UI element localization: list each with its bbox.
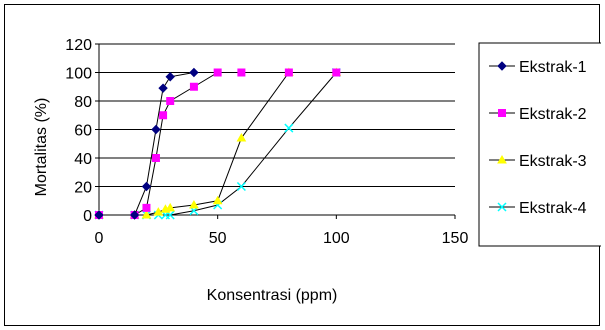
data-point bbox=[158, 83, 168, 93]
legend-label: Ekstrak-1 bbox=[519, 59, 587, 76]
series-line bbox=[99, 72, 337, 216]
data-point bbox=[213, 68, 222, 77]
data-point bbox=[212, 195, 223, 205]
data-point bbox=[332, 68, 341, 77]
data-point bbox=[189, 82, 198, 91]
y-tick-label: 100 bbox=[65, 66, 92, 83]
x-tick-label: 150 bbox=[442, 230, 469, 247]
data-point bbox=[189, 200, 199, 209]
data-point bbox=[141, 209, 152, 219]
chart-frame: 0 50 100 150 0 20 40 60 80 100 120 Konsentrasi (p… bbox=[4, 4, 601, 326]
data-point bbox=[237, 68, 246, 77]
legend-entry: Ekstrak-4 bbox=[489, 200, 587, 217]
y-tick-label: 80 bbox=[74, 94, 92, 111]
data-point bbox=[151, 154, 160, 162]
data-point bbox=[129, 210, 140, 220]
legend-marker bbox=[497, 154, 507, 164]
legend-entry: Ekstrak-1 bbox=[489, 59, 587, 76]
data-point bbox=[189, 67, 199, 78]
data-point bbox=[94, 210, 104, 220]
legend-marker bbox=[497, 61, 507, 71]
legend-entry: Ekstrak-3 bbox=[489, 153, 587, 170]
legend-label: Ekstrak-4 bbox=[519, 200, 587, 217]
series-ekstrak-3 bbox=[94, 67, 342, 219]
y-tick-label: 20 bbox=[74, 180, 92, 197]
data-point bbox=[159, 111, 168, 120]
legend-label: Ekstrak-2 bbox=[519, 106, 587, 123]
x-tick-label: 0 bbox=[95, 230, 104, 247]
data-point bbox=[236, 181, 246, 192]
data-point bbox=[151, 124, 161, 135]
x-tick-label: 100 bbox=[323, 230, 350, 247]
y-tick-label: 40 bbox=[74, 151, 92, 168]
data-point bbox=[142, 203, 151, 212]
data-point bbox=[165, 72, 175, 82]
data-point bbox=[165, 202, 176, 212]
y-tick-label: 0 bbox=[83, 208, 92, 225]
y-tick-label: 120 bbox=[65, 37, 92, 54]
series-group bbox=[94, 67, 342, 220]
data-point bbox=[153, 207, 164, 216]
gridlines bbox=[99, 43, 455, 187]
legend-marker bbox=[497, 202, 507, 212]
y-tick-label: 60 bbox=[74, 123, 92, 140]
legend-entry: Ekstrak-2 bbox=[489, 106, 587, 123]
data-point bbox=[236, 133, 247, 142]
data-point bbox=[166, 97, 175, 105]
line-chart: 0 50 100 150 0 20 40 60 80 100 120 Konsentrasi (p… bbox=[33, 37, 601, 304]
y-axis-title: Mortalitas (%) bbox=[33, 98, 50, 197]
legend-marker bbox=[498, 109, 506, 117]
legend-label: Ekstrak-3 bbox=[519, 153, 587, 170]
legend: Ekstrak-1 Ekstrak-2 Ekstrak-3 Ekstrak-4 bbox=[478, 42, 601, 247]
x-tick-label: 50 bbox=[209, 230, 227, 247]
x-axis-ticks: 0 50 100 150 bbox=[95, 215, 469, 247]
y-axis-ticks: 0 20 40 60 80 100 120 bbox=[65, 37, 99, 225]
x-axis-title: Konsentrasi (ppm) bbox=[207, 287, 338, 304]
data-point bbox=[284, 123, 294, 133]
legend-box bbox=[478, 42, 601, 247]
series-line bbox=[99, 72, 337, 216]
data-point bbox=[141, 181, 152, 192]
series-line bbox=[99, 72, 337, 216]
series-line bbox=[99, 72, 195, 216]
series-ekstrak-1 bbox=[94, 67, 199, 220]
data-point bbox=[284, 68, 293, 77]
